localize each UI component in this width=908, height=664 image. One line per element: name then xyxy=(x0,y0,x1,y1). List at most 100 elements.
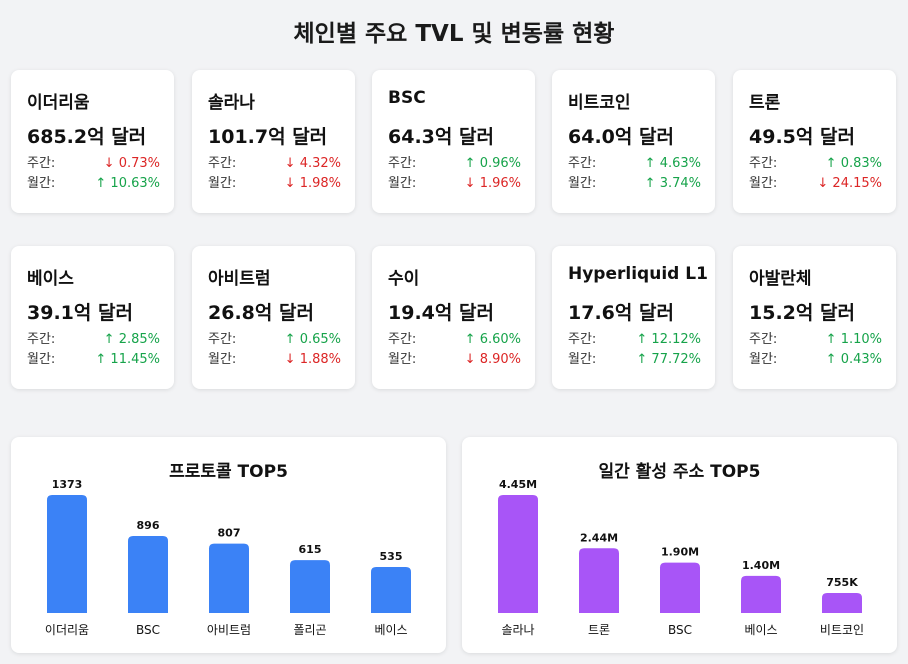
weekly-change: ↑ 0.96% xyxy=(464,156,521,171)
protocol-top5-chart: 프로토콜 TOP5 1373 이더리움 896 BSC 807 아비트럼 615 폴리곤 535… xyxy=(11,437,446,653)
weekly-change: ↓ 0.73% xyxy=(103,156,160,171)
monthly-label: 월간: xyxy=(568,176,597,191)
monthly-label: 월간: xyxy=(568,352,597,367)
weekly-label: 주간: xyxy=(388,156,417,171)
monthly-change-row: 월간: ↑ 3.74% xyxy=(568,174,701,193)
chain-tvl: 39.1억 달러 xyxy=(27,302,133,324)
bar-value-label: 615 xyxy=(299,543,322,556)
chain-tvl: 19.4억 달러 xyxy=(388,302,494,324)
weekly-change: ↑ 6.60% xyxy=(464,332,521,347)
bar-value-label: 896 xyxy=(137,519,160,532)
monthly-change: ↓ 24.15% xyxy=(817,176,882,191)
page-title: 체인별 주요 TVL 및 변동률 현황 xyxy=(293,21,615,47)
chain-name: Hyperliquid L1 xyxy=(568,264,708,284)
monthly-label: 월간: xyxy=(749,352,778,367)
chain-name: 아발란체 xyxy=(749,269,812,289)
category-label: 베이스 xyxy=(374,623,407,637)
weekly-change: ↑ 2.85% xyxy=(103,332,160,347)
chart-title: 일간 활성 주소 TOP5 xyxy=(598,462,761,482)
weekly-label: 주간: xyxy=(27,156,56,171)
chain-tvl: 49.5억 달러 xyxy=(749,126,855,148)
chain-name: BSC xyxy=(388,88,426,108)
chain-name: 솔라나 xyxy=(208,93,255,113)
weekly-change-row: 주간: ↑ 2.85% xyxy=(27,330,160,349)
monthly-change-row: 월간: ↓ 1.96% xyxy=(388,174,521,193)
monthly-change: ↓ 8.90% xyxy=(464,352,521,367)
category-label: 비트코인 xyxy=(820,623,864,637)
weekly-change-row: 주간: ↑ 0.83% xyxy=(749,154,882,173)
monthly-label: 월간: xyxy=(388,176,417,191)
chain-tvl: 17.6억 달러 xyxy=(568,302,674,324)
category-label: 아비트럼 xyxy=(207,623,251,637)
weekly-label: 주간: xyxy=(27,332,56,347)
category-label: 베이스 xyxy=(744,623,777,637)
monthly-change: ↓ 1.96% xyxy=(464,176,521,191)
category-label: BSC xyxy=(136,623,160,637)
weekly-change: ↑ 4.63% xyxy=(644,156,701,171)
chain-name: 수이 xyxy=(388,269,420,289)
monthly-change: ↑ 10.63% xyxy=(95,176,160,191)
weekly-change-row: 주간: ↑ 12.12% xyxy=(568,330,701,349)
monthly-change: ↑ 3.74% xyxy=(644,176,701,191)
monthly-change-row: 월간: ↑ 77.72% xyxy=(568,350,701,369)
chain-name: 이더리움 xyxy=(27,93,90,113)
category-label: 폴리곤 xyxy=(293,623,326,637)
monthly-change: ↓ 1.98% xyxy=(284,176,341,191)
weekly-change-row: 주간: ↑ 0.96% xyxy=(388,154,521,173)
chain-tvl: 685.2억 달러 xyxy=(27,126,147,148)
bar-value-label: 1.90M xyxy=(661,546,699,559)
weekly-label: 주간: xyxy=(749,332,778,347)
monthly-change: ↑ 77.72% xyxy=(636,352,701,367)
category-label: 트론 xyxy=(588,623,610,637)
weekly-change: ↑ 0.65% xyxy=(284,332,341,347)
chain-name: 베이스 xyxy=(27,269,74,289)
bar xyxy=(290,560,330,613)
weekly-change-row: 주간: ↑ 4.63% xyxy=(568,154,701,173)
weekly-change-row: 주간: ↑ 0.65% xyxy=(208,330,341,349)
monthly-change-row: 월간: ↓ 24.15% xyxy=(749,174,882,193)
monthly-label: 월간: xyxy=(208,176,237,191)
daily-active-address-top5-chart: 일간 활성 주소 TOP5 4.45M 솔라나 2.44M 트론 1.90M BSC 1.4… xyxy=(462,437,897,653)
weekly-change: ↑ 0.83% xyxy=(825,156,882,171)
weekly-change-row: 주간: ↓ 0.73% xyxy=(27,154,160,173)
monthly-change-row: 월간: ↑ 11.45% xyxy=(27,350,160,369)
weekly-change-row: 주간: ↑ 6.60% xyxy=(388,330,521,349)
bar-value-label: 535 xyxy=(380,550,403,563)
monthly-change-row: 월간: ↑ 10.63% xyxy=(27,174,160,193)
bar xyxy=(128,535,168,613)
bar-value-label: 4.45M xyxy=(499,478,537,491)
chain-tvl: 101.7억 달러 xyxy=(208,126,328,148)
weekly-change-row: 주간: ↑ 1.10% xyxy=(749,330,882,349)
bar xyxy=(371,567,411,613)
chain-name: 트론 xyxy=(749,93,781,113)
chain-tvl: 64.3억 달러 xyxy=(388,126,494,148)
monthly-change: ↓ 1.88% xyxy=(284,352,341,367)
bar-value-label: 807 xyxy=(218,527,241,540)
weekly-label: 주간: xyxy=(208,156,237,171)
bar-value-label: 1.40M xyxy=(742,559,780,572)
weekly-label: 주간: xyxy=(749,156,778,171)
monthly-label: 월간: xyxy=(27,176,56,191)
bar-value-label: 2.44M xyxy=(580,531,618,544)
monthly-change-row: 월간: ↑ 0.43% xyxy=(749,350,882,369)
weekly-label: 주간: xyxy=(388,332,417,347)
chain-name: 비트코인 xyxy=(568,93,631,113)
monthly-label: 월간: xyxy=(388,352,417,367)
bar xyxy=(579,548,619,613)
category-label: 솔라나 xyxy=(501,623,534,637)
bar xyxy=(660,562,700,613)
bar-value-label: 1373 xyxy=(52,478,83,491)
weekly-change: ↑ 12.12% xyxy=(636,332,701,347)
chain-tvl: 26.8억 달러 xyxy=(208,302,314,324)
category-label: BSC xyxy=(668,623,692,637)
weekly-label: 주간: xyxy=(208,332,237,347)
bar xyxy=(498,495,538,613)
monthly-change-row: 월간: ↓ 1.98% xyxy=(208,174,341,193)
bar xyxy=(822,592,862,613)
weekly-change: ↓ 4.32% xyxy=(284,156,341,171)
monthly-label: 월간: xyxy=(27,352,56,367)
bar xyxy=(47,495,87,613)
